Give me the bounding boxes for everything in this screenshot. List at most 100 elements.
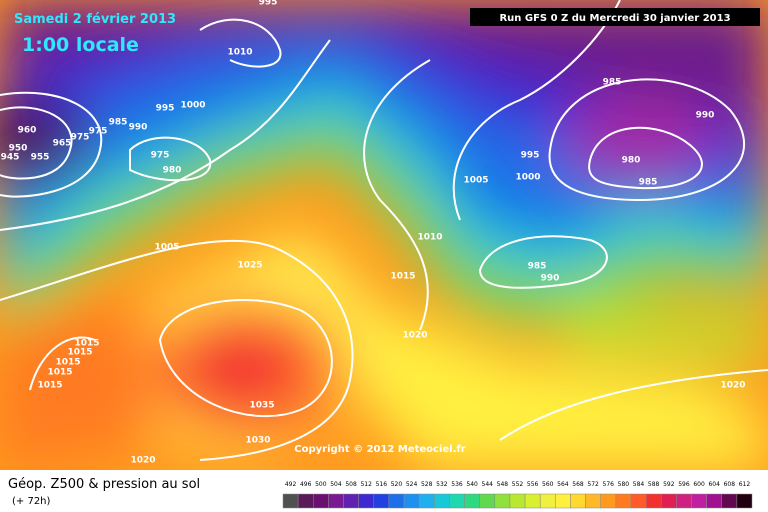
- scale-swatch: [570, 493, 586, 509]
- isobar-label: 1015: [47, 368, 72, 378]
- scale-swatch: [358, 493, 375, 509]
- copyright: Copyright © 2012 Meteociel.fr: [294, 444, 465, 455]
- scale-swatch: [449, 493, 465, 509]
- isobar-label: 985: [639, 178, 658, 188]
- isobar-label: 995: [521, 151, 540, 161]
- isobar-label: 950: [9, 144, 28, 154]
- scale-label: 560: [542, 481, 554, 488]
- scale-label: 520: [391, 481, 403, 488]
- isobar-label: 1015: [67, 348, 92, 358]
- isobar-label: 975: [151, 151, 170, 161]
- scale-swatch: [464, 493, 480, 509]
- isobar-label: 960: [18, 126, 37, 136]
- scale-swatch: [297, 493, 314, 509]
- scale-swatch: [388, 493, 405, 509]
- isobar-label: 975: [89, 127, 108, 137]
- scale-swatch: [434, 493, 450, 509]
- scale-label: 544: [482, 481, 494, 488]
- footer-title: Géop. Z500 & pression au sol: [8, 477, 200, 492]
- scale-label: 536: [451, 481, 463, 488]
- isobar-label: 985: [528, 262, 547, 272]
- scale-swatch: [494, 493, 511, 509]
- scale-swatch: [676, 493, 692, 509]
- isobar-label: 1015: [74, 339, 99, 349]
- scale-swatch: [615, 493, 632, 509]
- run-text: Run GFS 0 Z du Mercredi 30 janvier 2013: [499, 13, 730, 24]
- scale-label: 588: [648, 481, 660, 488]
- isobar-label: 975: [71, 133, 90, 143]
- scale-label: 528: [421, 481, 433, 488]
- scale-label: 604: [708, 481, 720, 488]
- time: 1:00 locale: [22, 34, 139, 56]
- isobar-label: 985: [603, 78, 622, 88]
- isobar-label: 1015: [390, 272, 415, 282]
- isobar-label: 1035: [249, 401, 274, 411]
- isobar-label: 980: [163, 166, 182, 176]
- isobar-label: 1020: [720, 381, 745, 391]
- isobar-label: 990: [129, 123, 148, 133]
- scale-label: 548: [497, 481, 509, 488]
- isobar-label: 1010: [227, 48, 252, 58]
- scale-swatch: [539, 493, 556, 509]
- isobar-label: 995: [156, 104, 175, 114]
- isobar-label: 1005: [463, 176, 488, 186]
- scale-label: 576: [603, 481, 615, 488]
- scale-swatch: [645, 493, 662, 509]
- scale-label: 564: [557, 481, 569, 488]
- scale-label: 504: [330, 481, 342, 488]
- scale-label: 496: [300, 481, 312, 488]
- run-box: [470, 8, 760, 26]
- scale-label: 596: [678, 481, 690, 488]
- isobar-label: 1015: [37, 381, 62, 391]
- isobars: [0, 0, 768, 461]
- scale-label: 568: [572, 481, 584, 488]
- isobar-label: 945: [1, 153, 20, 163]
- isobar-label: 980: [622, 156, 641, 166]
- scale-swatch: [721, 493, 738, 509]
- scale-label: 608: [724, 481, 736, 488]
- scale-swatch: [585, 493, 601, 509]
- scale-swatch: [706, 493, 722, 509]
- isobar-label: 1015: [55, 358, 80, 368]
- scale-label: 584: [633, 481, 645, 488]
- scale-swatch: [600, 493, 617, 509]
- isobar-label: 1010: [417, 233, 442, 243]
- isobar-label: 1020: [402, 331, 427, 341]
- isobar-label: 965: [53, 139, 72, 149]
- field: [0, 0, 768, 470]
- scale-swatch: [282, 493, 299, 509]
- scale-swatch: [328, 493, 344, 509]
- footer-lead: (+ 72h): [12, 496, 51, 507]
- scale-label: 612: [739, 481, 751, 488]
- scale-swatch: [343, 493, 359, 509]
- scale-label: 592: [663, 481, 675, 488]
- scale-label: 524: [406, 481, 418, 488]
- scale-label: 512: [360, 481, 372, 488]
- isobar-label: 995: [259, 0, 278, 8]
- isobar-label: 1000: [515, 173, 540, 183]
- isobar-label: 1030: [245, 436, 270, 446]
- scale-label: 580: [618, 481, 630, 488]
- isobar-label: 1020: [130, 456, 155, 466]
- scale-swatch: [403, 493, 420, 509]
- scale-label: 500: [315, 481, 327, 488]
- scale-swatch: [509, 493, 526, 509]
- isobar-label: 990: [541, 274, 560, 284]
- scale-swatch: [555, 493, 571, 509]
- scale-label: 600: [693, 481, 705, 488]
- scale-swatch: [736, 493, 753, 509]
- scale-label: 508: [345, 481, 357, 488]
- scale-label: 556: [527, 481, 539, 488]
- scale-swatch: [524, 493, 541, 509]
- scale-label: 572: [587, 481, 599, 488]
- isobar-label: 1025: [237, 261, 262, 271]
- scale-swatch: [479, 493, 496, 509]
- isobar-label: 955: [31, 153, 50, 163]
- isobar-label: 1000: [180, 101, 205, 111]
- scale-swatch: [660, 493, 677, 509]
- scale-swatch: [691, 493, 707, 509]
- scale-swatch: [313, 493, 329, 509]
- scale-label: 516: [376, 481, 388, 488]
- scale-swatch: [630, 493, 647, 509]
